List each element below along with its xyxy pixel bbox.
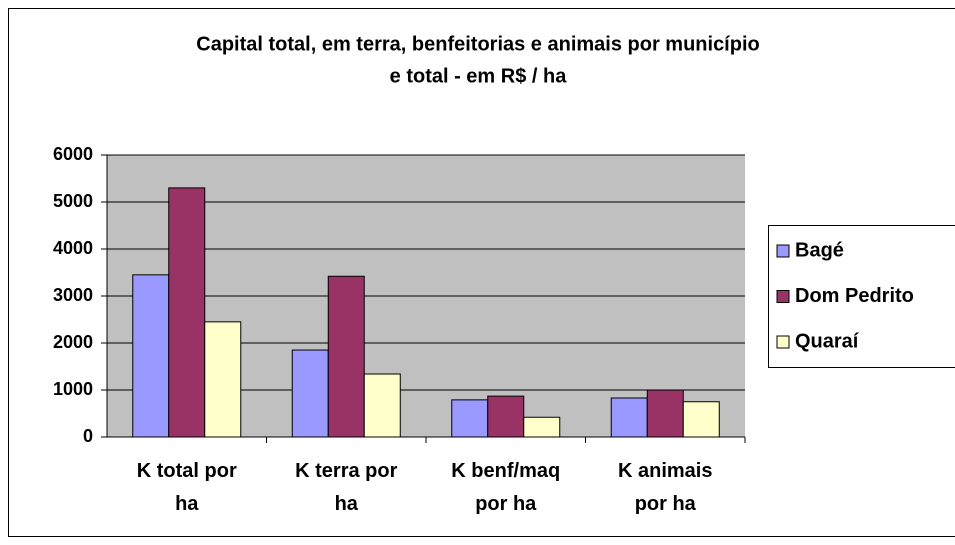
- x-tick-label: K total por ha: [136, 460, 237, 515]
- bar: [168, 187, 206, 438]
- chart-title: Capital total, em terra, benfeitorias e …: [196, 33, 759, 55]
- bar: [646, 389, 684, 438]
- y-tick-label: 0: [83, 426, 93, 446]
- bar: [327, 275, 365, 438]
- y-tick-label: 6000: [53, 144, 93, 164]
- chart-title: e total - em R$ / ha: [390, 65, 568, 87]
- bar: [291, 349, 329, 438]
- y-tick-label: 3000: [53, 285, 93, 305]
- legend-swatch: [776, 335, 790, 349]
- bar: [451, 399, 489, 438]
- legend-label: Bagé: [795, 239, 844, 261]
- y-tick-label: 2000: [53, 332, 93, 352]
- x-tick-label: K terra por ha: [295, 460, 398, 515]
- bar: [132, 274, 170, 438]
- bar: [523, 416, 561, 438]
- bar: [682, 401, 720, 438]
- x-tick-label: K animais por ha: [618, 460, 713, 515]
- legend-swatch: [776, 290, 790, 303]
- legend-label: Dom Pedrito: [795, 285, 914, 307]
- x-tick-label: K benf/maq por ha: [451, 460, 561, 515]
- y-tick-label: 1000: [53, 379, 93, 399]
- legend-box: [768, 225, 955, 368]
- y-tick-label: 5000: [53, 191, 93, 211]
- bar: [487, 395, 525, 438]
- legend-swatch: [776, 244, 790, 258]
- bar: [610, 397, 648, 438]
- y-tick-label: 4000: [53, 238, 93, 258]
- legend-label: Quaraí: [795, 330, 860, 352]
- bar: [204, 321, 242, 438]
- bar: [363, 373, 401, 438]
